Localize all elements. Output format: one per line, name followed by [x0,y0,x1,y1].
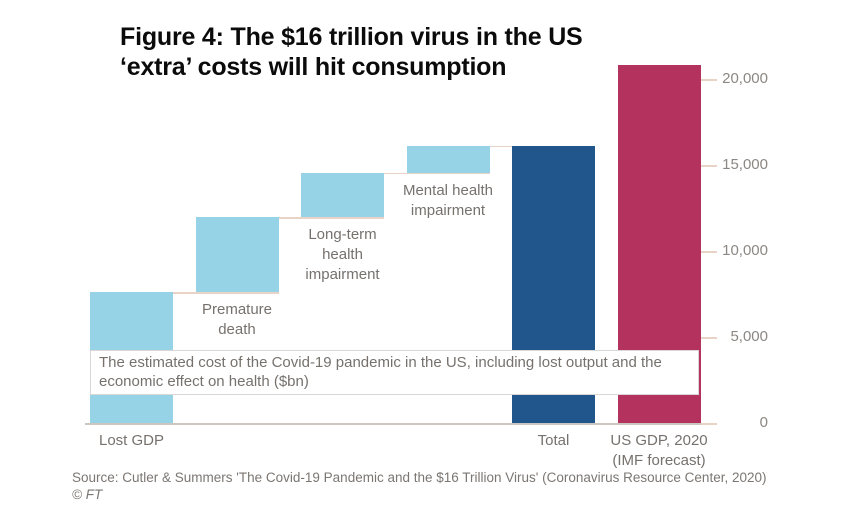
bar-label-premature-death: Premature death [201,301,273,339]
y-tick-label: 10,000 [722,242,768,259]
y-tick [701,337,717,339]
y-tick [701,251,717,253]
chart-title-line1: Figure 4: The $16 trillion virus in the … [120,23,583,51]
bar-label-long-term-health-impairment: Long-term health impairment [305,226,380,284]
y-tick [701,79,717,81]
connector-line [90,292,279,294]
y-tick-label: 5,000 [730,328,768,345]
y-tick-label: 20,000 [722,70,768,87]
bar-long-term-health-impairment [301,172,384,218]
ft-copyright: © FT [72,487,103,502]
bar-label-lost-gdp: Lost GDP [98,432,165,449]
y-tick [701,165,717,167]
y-tick-label: 15,000 [722,156,768,173]
source-note: Source: Cutler & Summers 'The Covid-19 P… [72,470,767,485]
x-axis-line [85,423,712,425]
y-tick [701,423,717,425]
chart-title-line2: ‘extra’ costs will hit consumption [120,53,507,81]
bar-label-mental-health-impairment: Mental health impairment [402,181,494,219]
connector-line [301,172,490,175]
connector-line [406,145,595,148]
bar-label-total: Total [537,432,570,449]
bar-premature-death [195,217,279,293]
bar-label-us-gdp-2020-imf-forecast: US GDP, 2020 (IMF forecast) [610,432,708,469]
chart-title: Figure 4: The $16 trillion virus in the … [120,22,583,82]
connector-line [195,217,384,219]
y-tick-label: 0 [759,414,768,431]
chart-annotation: The estimated cost of the Covid-19 pande… [90,350,699,395]
bar-mental-health-impairment [406,145,490,173]
